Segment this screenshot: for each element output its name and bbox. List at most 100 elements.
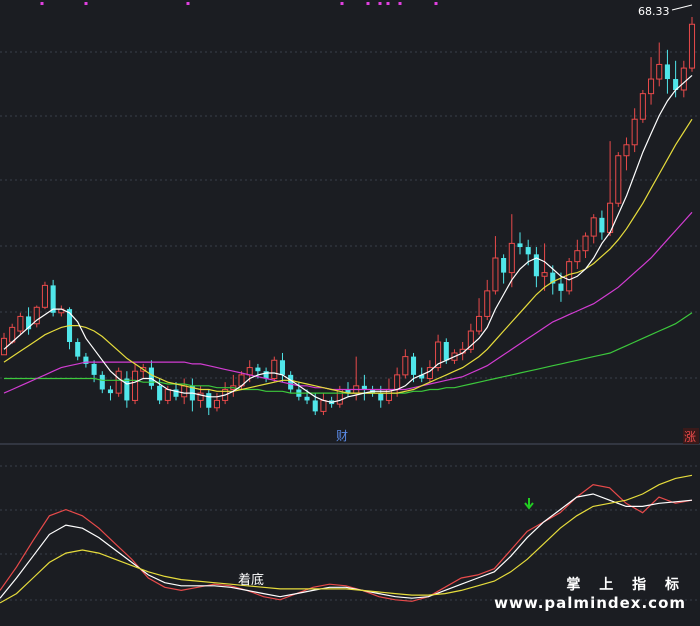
top-marker-dot <box>340 2 344 5</box>
candle-body <box>320 399 327 412</box>
candle <box>673 60 679 98</box>
candle <box>124 371 130 408</box>
candle <box>550 265 556 295</box>
candle-body <box>525 247 531 255</box>
candle-body <box>181 385 188 398</box>
candle-body <box>402 356 409 376</box>
candle-body <box>566 261 573 292</box>
candle <box>213 393 220 412</box>
candle <box>476 298 483 335</box>
candle <box>501 254 507 284</box>
candle-body <box>164 388 171 401</box>
candle-body <box>419 374 425 379</box>
candle-body <box>75 342 81 357</box>
candle-body <box>508 242 515 274</box>
candle <box>26 307 32 335</box>
candle-body <box>107 389 114 394</box>
indicator-line-1 <box>0 493 693 599</box>
candle-body <box>467 330 474 350</box>
candle-body <box>664 64 670 80</box>
candle-body <box>582 235 589 252</box>
candle-body <box>631 118 638 146</box>
grid-lines <box>0 51 700 601</box>
candle-body <box>639 93 646 120</box>
candle <box>574 239 581 269</box>
candle-body <box>148 367 154 386</box>
candle-body <box>443 342 449 361</box>
candle-body <box>213 399 220 409</box>
candle-body <box>50 285 56 313</box>
candle-body <box>656 63 663 80</box>
candle-body <box>533 254 539 277</box>
candle <box>508 214 515 288</box>
candle <box>410 352 417 383</box>
candle-body <box>132 370 139 401</box>
candle-body <box>263 371 269 379</box>
candle-body <box>558 283 564 291</box>
candle-body <box>99 374 105 390</box>
candle-body <box>41 284 48 308</box>
candle <box>206 389 212 416</box>
candle-body <box>501 258 507 273</box>
candle <box>541 243 548 291</box>
top-marker-dot <box>84 2 88 5</box>
candle-body <box>312 400 318 412</box>
candle <box>263 367 269 383</box>
candle-body <box>345 389 351 394</box>
candle <box>656 42 663 87</box>
candle <box>623 137 630 171</box>
candle-body <box>26 316 32 330</box>
top-markers <box>40 2 438 5</box>
top-marker-dot <box>378 2 382 5</box>
watermark-url: www.palmindex.com <box>494 594 686 612</box>
candle <box>361 374 367 401</box>
moving-average-lines <box>3 74 693 403</box>
candle <box>615 152 622 207</box>
candle <box>17 312 24 335</box>
candle <box>33 305 40 328</box>
candle <box>402 349 409 379</box>
candle-body <box>394 374 401 390</box>
candle-body <box>688 23 696 69</box>
ma5-line <box>3 74 693 403</box>
candle-body <box>271 359 278 380</box>
lower-indicator-panel[interactable] <box>0 474 693 604</box>
candle-body <box>173 389 179 397</box>
candle <box>288 371 294 394</box>
candle <box>533 247 539 288</box>
candle-body <box>255 367 261 372</box>
candle <box>688 16 696 72</box>
price-label: 68.33 <box>638 5 670 18</box>
rise-marker[interactable]: 涨 <box>684 429 696 444</box>
top-marker-dot <box>398 2 402 5</box>
rise-marker-bg <box>683 428 699 444</box>
candle-body <box>476 315 483 332</box>
candle-body <box>492 257 499 292</box>
candle <box>41 281 48 310</box>
top-marker-dot <box>40 2 44 5</box>
candle-body <box>541 272 548 277</box>
candle-body <box>623 144 630 157</box>
candle-body <box>157 385 163 401</box>
candle <box>107 385 114 401</box>
candle <box>599 210 605 240</box>
candle-body <box>550 272 556 284</box>
price-label-arrow-icon <box>671 4 693 11</box>
finance-marker[interactable]: 财 <box>336 429 348 443</box>
candle-body <box>426 367 433 380</box>
candle <box>99 371 105 394</box>
candle-body <box>304 396 310 401</box>
candle-body <box>517 243 523 248</box>
ma20-line <box>3 211 693 394</box>
candle <box>664 49 670 94</box>
watermark: 掌 上 指 标 www.palmindex.com <box>494 574 686 612</box>
candle <box>582 232 589 258</box>
candle-body <box>288 374 294 390</box>
candle-body <box>361 385 367 390</box>
candle-body <box>599 217 605 233</box>
candle <box>279 352 286 383</box>
candle-body <box>615 155 622 204</box>
candle <box>484 279 491 321</box>
